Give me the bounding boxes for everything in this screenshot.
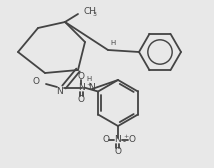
Text: -: - [123,137,126,146]
Text: N: N [115,136,121,144]
Text: +: + [86,82,91,87]
Text: N: N [88,83,95,93]
Text: 3: 3 [93,11,97,16]
Text: O: O [78,72,85,81]
Text: O: O [78,95,85,104]
Text: N: N [57,88,63,96]
Text: +: + [123,135,128,139]
Text: O: O [114,148,122,157]
Text: O: O [33,77,40,87]
Text: O: O [128,136,135,144]
Text: H: H [110,40,115,46]
Text: H: H [86,76,91,82]
Text: CH: CH [84,8,97,16]
Text: O: O [103,136,110,144]
Text: N: N [78,83,85,92]
